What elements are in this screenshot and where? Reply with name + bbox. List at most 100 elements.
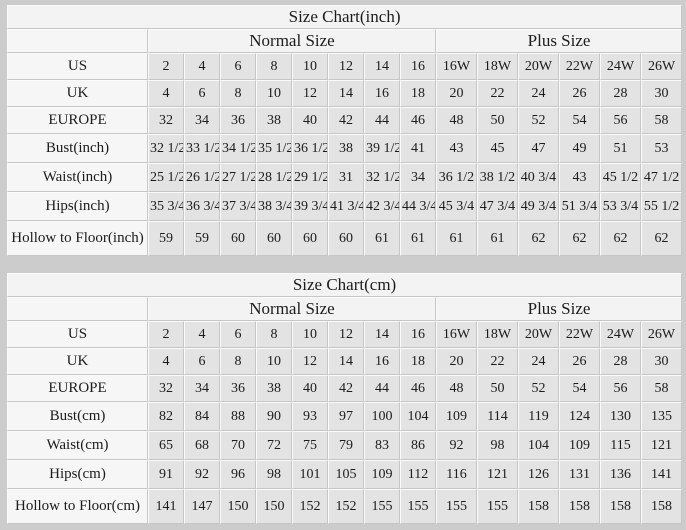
value-cell: 155 bbox=[364, 489, 400, 524]
value-cell: 155 bbox=[477, 489, 518, 524]
value-cell: 62 bbox=[559, 221, 600, 256]
value-cell: 155 bbox=[436, 489, 477, 524]
value-cell: 150 bbox=[256, 489, 292, 524]
value-cell: 35 1/2 bbox=[256, 134, 292, 163]
value-cell: 22W bbox=[559, 53, 600, 80]
value-cell: 32 bbox=[148, 107, 184, 134]
value-cell: 29 1/2 bbox=[292, 163, 328, 192]
value-cell: 45 3/4 bbox=[436, 192, 477, 221]
value-cell: 14 bbox=[364, 53, 400, 80]
value-cell: 10 bbox=[292, 53, 328, 80]
value-cell: 86 bbox=[400, 431, 436, 460]
value-cell: 31 bbox=[328, 163, 364, 192]
value-cell: 27 1/2 bbox=[220, 163, 256, 192]
value-cell: 28 1/2 bbox=[256, 163, 292, 192]
value-cell: 2 bbox=[148, 321, 184, 348]
value-cell: 20W bbox=[518, 53, 559, 80]
value-cell: 38 bbox=[328, 134, 364, 163]
size-chart-table-0: Size Chart(inch) Normal Size Plus Size US 2 4… bbox=[7, 5, 683, 256]
value-cell: 70 bbox=[220, 431, 256, 460]
row-label: Hollow to Floor(inch) bbox=[7, 221, 148, 256]
value-cell: 124 bbox=[559, 402, 600, 431]
value-cell: 119 bbox=[518, 402, 559, 431]
value-cell: 26W bbox=[641, 53, 683, 80]
value-cell: 20W bbox=[518, 321, 559, 348]
row-label: US bbox=[7, 53, 148, 80]
value-cell: 58 bbox=[641, 107, 683, 134]
value-cell: 26W bbox=[641, 321, 683, 348]
value-cell: 104 bbox=[400, 402, 436, 431]
value-cell: 24 bbox=[518, 80, 559, 107]
table-row: Waist(inch) 25 1/2 26 1/2 27 1/2 28 1/2 29 1/… bbox=[7, 163, 683, 192]
value-cell: 44 bbox=[364, 107, 400, 134]
value-cell: 60 bbox=[256, 221, 292, 256]
value-cell: 56 bbox=[600, 375, 641, 402]
value-cell: 4 bbox=[184, 53, 220, 80]
value-cell: 84 bbox=[184, 402, 220, 431]
table-title-row: Size Chart(inch) bbox=[7, 5, 683, 29]
value-cell: 112 bbox=[400, 460, 436, 489]
normal-size-header: Normal Size bbox=[148, 297, 436, 321]
value-cell: 26 1/2 bbox=[184, 163, 220, 192]
value-cell: 12 bbox=[328, 321, 364, 348]
table-row: EUROPE 32 34 36 38 40 42 44 46 48 50 52 54 56 58 bbox=[7, 375, 683, 402]
value-cell: 155 bbox=[400, 489, 436, 524]
value-cell: 12 bbox=[292, 348, 328, 375]
value-cell: 60 bbox=[328, 221, 364, 256]
value-cell: 47 3/4 bbox=[477, 192, 518, 221]
value-cell: 62 bbox=[518, 221, 559, 256]
value-cell: 25 1/2 bbox=[148, 163, 184, 192]
corner-cell bbox=[7, 297, 148, 321]
value-cell: 49 3/4 bbox=[518, 192, 559, 221]
value-cell: 16 bbox=[400, 53, 436, 80]
value-cell: 41 3/4 bbox=[328, 192, 364, 221]
value-cell: 18 bbox=[400, 348, 436, 375]
value-cell: 59 bbox=[184, 221, 220, 256]
table-row: US 2 4 6 8 10 12 14 16 16W 18W 20W 22W 24W 26W bbox=[7, 53, 683, 80]
value-cell: 18W bbox=[477, 53, 518, 80]
value-cell: 38 bbox=[256, 107, 292, 134]
value-cell: 101 bbox=[292, 460, 328, 489]
value-cell: 121 bbox=[641, 431, 683, 460]
value-cell: 28 bbox=[600, 348, 641, 375]
value-cell: 2 bbox=[148, 53, 184, 80]
value-cell: 130 bbox=[600, 402, 641, 431]
value-cell: 152 bbox=[328, 489, 364, 524]
value-cell: 68 bbox=[184, 431, 220, 460]
table-row: Hips(cm) 91 92 96 98 101 105 109 112 116 121 126 131… bbox=[7, 460, 683, 489]
value-cell: 53 3/4 bbox=[600, 192, 641, 221]
row-label: US bbox=[7, 321, 148, 348]
value-cell: 116 bbox=[436, 460, 477, 489]
value-cell: 36 bbox=[220, 375, 256, 402]
value-cell: 8 bbox=[220, 348, 256, 375]
value-cell: 61 bbox=[477, 221, 518, 256]
value-cell: 121 bbox=[477, 460, 518, 489]
size-charts-container: Size Chart(inch) Normal Size Plus Size US 2 4… bbox=[7, 5, 683, 524]
row-label: Bust(inch) bbox=[7, 134, 148, 163]
value-cell: 109 bbox=[436, 402, 477, 431]
row-label: Hips(cm) bbox=[7, 460, 148, 489]
value-cell: 35 3/4 bbox=[148, 192, 184, 221]
value-cell: 109 bbox=[559, 431, 600, 460]
value-cell: 32 bbox=[148, 375, 184, 402]
value-cell: 61 bbox=[364, 221, 400, 256]
value-cell: 34 bbox=[400, 163, 436, 192]
value-cell: 20 bbox=[436, 80, 477, 107]
table-row: UK 4 6 8 10 12 14 16 18 20 22 24 26 28 30 bbox=[7, 348, 683, 375]
value-cell: 12 bbox=[292, 80, 328, 107]
value-cell: 56 bbox=[600, 107, 641, 134]
row-label: Hips(inch) bbox=[7, 192, 148, 221]
table-title: Size Chart(inch) bbox=[7, 5, 683, 29]
group-header-row: Normal Size Plus Size bbox=[7, 29, 683, 53]
value-cell: 6 bbox=[220, 53, 256, 80]
value-cell: 16W bbox=[436, 321, 477, 348]
value-cell: 42 bbox=[328, 107, 364, 134]
value-cell: 37 3/4 bbox=[220, 192, 256, 221]
value-cell: 75 bbox=[292, 431, 328, 460]
value-cell: 47 bbox=[518, 134, 559, 163]
value-cell: 54 bbox=[559, 107, 600, 134]
plus-size-header: Plus Size bbox=[436, 29, 683, 53]
value-cell: 14 bbox=[328, 80, 364, 107]
value-cell: 61 bbox=[400, 221, 436, 256]
